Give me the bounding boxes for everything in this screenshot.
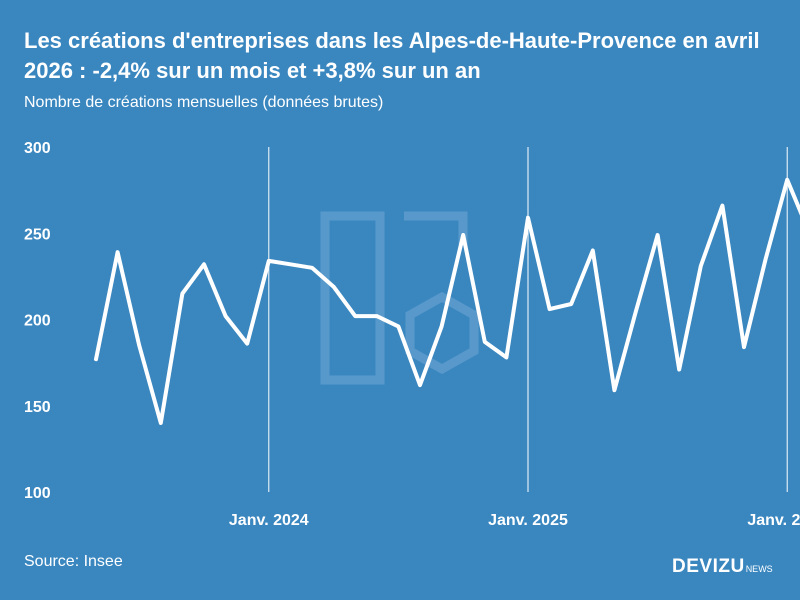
y-tick-label: 150: [24, 399, 51, 416]
chart-subtitle: Nombre de créations mensuelles (données …: [24, 94, 384, 111]
brand-logo: DEVIZUNEWS: [672, 556, 773, 578]
watermark-logo-icon: [320, 211, 479, 385]
x-tick-label: Janv. 2025: [488, 512, 568, 529]
brand-suffix: NEWS: [745, 564, 773, 574]
y-tick-label: 200: [24, 313, 51, 330]
series-line: [94, 177, 800, 425]
x-tick-label: Janv. 2026: [747, 512, 800, 529]
source-note: Source: Insee: [24, 553, 123, 570]
x-tick-label: Janv. 2024: [229, 512, 309, 529]
y-tick-label: 300: [24, 140, 51, 157]
y-tick-label: 250: [24, 226, 51, 243]
brand-name: DEVIZU: [672, 556, 745, 577]
y-tick-label: 100: [24, 485, 51, 502]
chart-title: Les créations d'entreprises dans les Alp…: [24, 28, 760, 83]
